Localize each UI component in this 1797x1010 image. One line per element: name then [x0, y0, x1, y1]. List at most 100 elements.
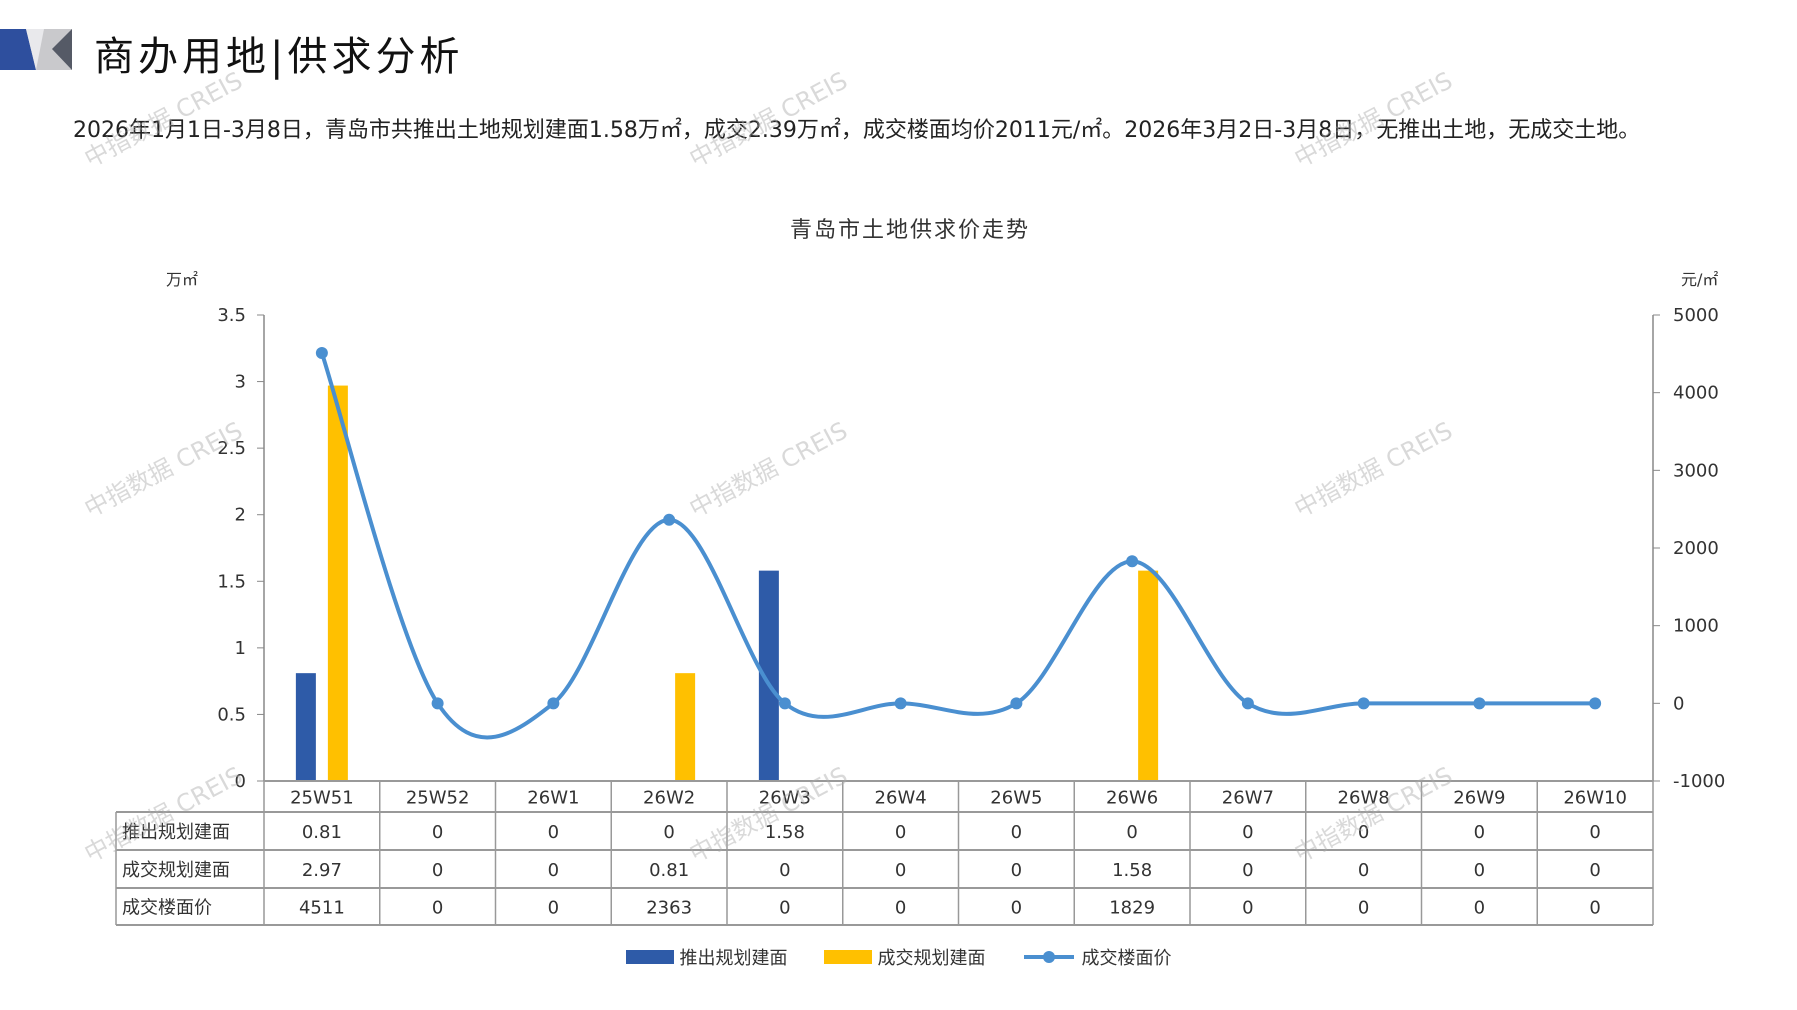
category-label: 26W9	[1453, 788, 1505, 809]
right-tick-label: 0	[1673, 693, 1684, 714]
table-cell: 0	[895, 898, 906, 919]
table-row-header: 推出规划建面	[122, 822, 230, 843]
category-label: 26W6	[1106, 788, 1158, 809]
table-cell: 0	[1589, 898, 1600, 919]
price-point	[1589, 697, 1602, 710]
legend-item-supply[interactable]: 推出规划建面	[625, 944, 788, 970]
category-label: 26W3	[759, 788, 811, 809]
left-axis-unit: 万㎡	[166, 270, 199, 289]
price-point	[1126, 555, 1139, 568]
price-point	[1010, 697, 1023, 710]
bar-deal	[1138, 570, 1159, 781]
table-cell: 0	[432, 898, 443, 919]
table-cell: 0	[1358, 822, 1369, 843]
legend-swatch-supply	[625, 950, 674, 964]
category-label: 26W10	[1563, 788, 1627, 809]
table-cell: 4511	[299, 898, 345, 919]
left-tick-label: 3	[235, 372, 246, 393]
price-point	[547, 697, 560, 710]
summary-text: 2026年1月1日-3月8日，青岛市共推出土地规划建面1.58万㎡，成交2.39…	[73, 118, 1641, 143]
price-line	[319, 352, 1596, 740]
category-label: 25W51	[290, 788, 354, 809]
legend-label: 成交规划建面	[877, 948, 986, 969]
left-tick-label: 1	[235, 638, 246, 659]
table-cell: 0	[1242, 898, 1253, 919]
right-axis-unit: 元/㎡	[1681, 270, 1719, 289]
right-tick-label: 5000	[1673, 305, 1719, 326]
table-cell: 0	[1474, 822, 1485, 843]
table-cell: 0	[1474, 860, 1485, 881]
table-cell: 0	[663, 822, 674, 843]
table-cell: 0	[548, 860, 559, 881]
left-tick-label: 2	[235, 505, 246, 526]
table-cell: 0	[1011, 822, 1022, 843]
right-tick-label: 1000	[1673, 616, 1719, 637]
table-cell: 1829	[1109, 898, 1155, 919]
legend-swatch-deal	[823, 950, 872, 964]
table-row-header: 成交楼面价	[122, 898, 212, 919]
table-cell: 2.97	[302, 860, 342, 881]
legend-label: 成交楼面价	[1081, 948, 1172, 969]
table-cell: 0	[1589, 822, 1600, 843]
category-label: 26W2	[643, 788, 695, 809]
category-label: 25W52	[406, 788, 470, 809]
table-cell: 0	[779, 860, 790, 881]
table-cell: 1.58	[765, 822, 805, 843]
price-point	[315, 346, 328, 359]
right-tick-label: -1000	[1673, 771, 1725, 792]
legend-swatch-price	[1023, 951, 1074, 963]
table-cell: 0	[548, 822, 559, 843]
table-cell: 0.81	[649, 860, 689, 881]
legend-label: 推出规划建面	[679, 948, 788, 969]
table-cell: 0	[1126, 822, 1137, 843]
category-label: 26W1	[527, 788, 579, 809]
left-tick-label: 0.5	[217, 704, 246, 725]
category-label: 26W5	[990, 788, 1042, 809]
header-decoration	[0, 29, 72, 70]
price-point	[1241, 697, 1254, 710]
right-tick-label: 4000	[1673, 383, 1719, 404]
table-cell: 0	[1358, 898, 1369, 919]
category-label: 26W7	[1222, 788, 1274, 809]
right-tick-label: 3000	[1673, 460, 1719, 481]
page-title: 商办用地|供求分析	[94, 34, 464, 80]
right-tick-label: 2000	[1673, 538, 1719, 559]
table-cell: 0	[1589, 860, 1600, 881]
table-cell: 0	[432, 860, 443, 881]
table-cell: 0	[548, 898, 559, 919]
price-point	[778, 697, 791, 710]
table-cell: 0	[1242, 822, 1253, 843]
table-cell: 1.58	[1112, 860, 1152, 881]
table-cell: 0	[895, 860, 906, 881]
table-cell: 0	[779, 898, 790, 919]
price-point	[431, 697, 444, 710]
legend-item-deal[interactable]: 成交规划建面	[823, 944, 986, 970]
legend: 推出规划建面 成交规划建面 成交楼面价	[0, 944, 1797, 970]
legend-item-price[interactable]: 成交楼面价	[1022, 944, 1172, 970]
left-tick-label: 3.5	[217, 305, 246, 326]
table-cell: 0.81	[302, 822, 342, 843]
price-point	[1473, 697, 1486, 710]
bar-deal	[327, 385, 348, 781]
left-tick-label: 1.5	[217, 571, 246, 592]
chart-title: 青岛市土地供求价走势	[789, 218, 1030, 243]
category-label: 26W4	[875, 788, 927, 809]
category-label: 26W8	[1338, 788, 1390, 809]
table-cell: 0	[895, 822, 906, 843]
table-cell: 0	[1242, 860, 1253, 881]
table-cell: 0	[1011, 860, 1022, 881]
left-tick-label: 0	[235, 771, 246, 792]
table-cell: 0	[1011, 898, 1022, 919]
table-cell: 2363	[646, 898, 692, 919]
table-cell: 0	[1358, 860, 1369, 881]
bar-deal	[675, 673, 696, 781]
price-point	[1357, 697, 1370, 710]
price-point	[894, 697, 907, 710]
bar-supply	[295, 673, 316, 781]
bar-supply	[758, 570, 779, 781]
table-cell: 0	[1474, 898, 1485, 919]
left-tick-label: 2.5	[217, 438, 246, 459]
table-cell: 0	[432, 822, 443, 843]
table-row-header: 成交规划建面	[122, 860, 230, 881]
